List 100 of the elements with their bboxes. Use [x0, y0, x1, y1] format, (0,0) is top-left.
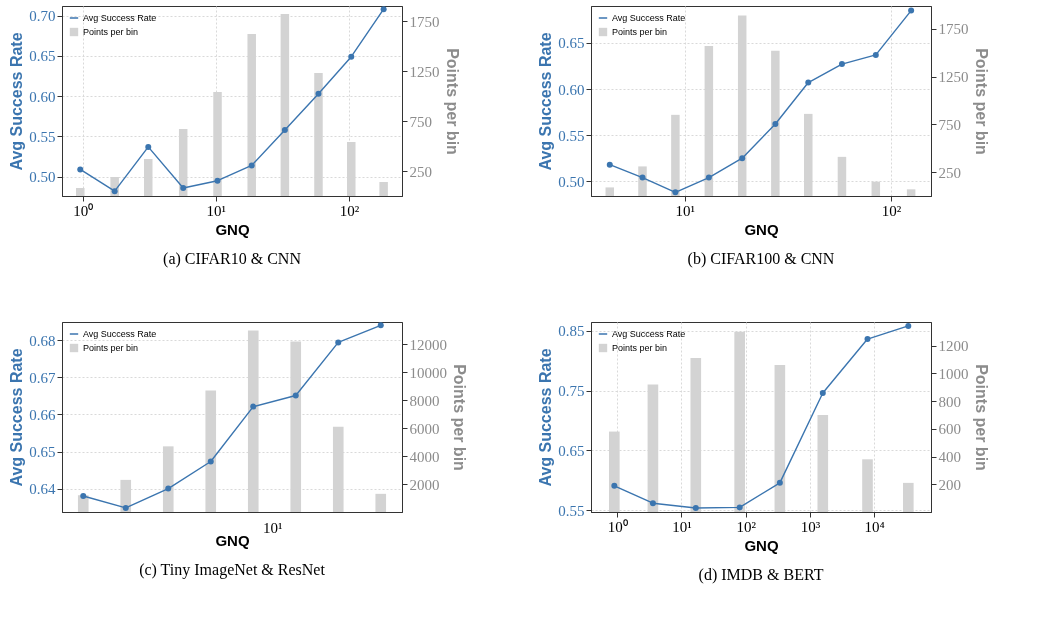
x-tick-label: 10¹	[206, 202, 227, 219]
x-tick-label: 10⁰	[73, 202, 94, 219]
point	[180, 184, 187, 191]
point	[122, 504, 129, 511]
point	[905, 322, 912, 329]
point	[77, 166, 84, 173]
y2-tick-label: 1250	[938, 69, 969, 86]
point	[248, 162, 255, 169]
point	[776, 479, 783, 486]
point	[292, 392, 299, 399]
point	[772, 121, 779, 128]
y2-tick-label: 600	[938, 421, 961, 438]
legend-label: Points per bin	[83, 27, 139, 37]
y2-tick-label: 250	[409, 163, 432, 180]
y2-tick-label: 250	[938, 164, 961, 181]
point	[672, 189, 679, 196]
text: (c) Tiny ImageNet & ResNet	[139, 561, 326, 579]
point	[348, 53, 355, 60]
bar	[647, 384, 659, 512]
text: (a) CIFAR10 & CNN	[163, 250, 302, 268]
point	[377, 322, 384, 329]
y2-tick-label: 1000	[938, 365, 969, 382]
point	[736, 504, 743, 511]
y-axis-title: Avg Success Rate	[8, 32, 26, 171]
y-tick-label: 0.67	[29, 369, 56, 386]
y2-axis-title: Points per bin	[451, 364, 468, 471]
y2-tick-label: 750	[938, 116, 961, 133]
point	[705, 174, 712, 181]
x-tick-label: 10²	[881, 202, 902, 219]
point	[649, 500, 656, 507]
point	[214, 177, 221, 184]
legend-label: Avg Success Rate	[83, 329, 157, 339]
point	[606, 161, 613, 168]
x-tick-label: 10¹	[675, 202, 695, 219]
y2-tick-label: 1200	[938, 338, 969, 355]
y-tick-label: 0.65	[558, 35, 585, 52]
y2-tick-label: 8000	[409, 392, 440, 409]
y2-tick-label: 1750	[409, 13, 440, 30]
point	[315, 90, 322, 97]
legend-label: Points per bin	[612, 343, 668, 353]
bar	[605, 187, 615, 196]
y-tick-label: 0.50	[558, 173, 585, 190]
y2-axis-title: Points per bin	[972, 48, 990, 155]
y2-tick-label: 10000	[409, 364, 447, 381]
y-tick-label: 0.85	[558, 323, 585, 340]
y-tick-label: 0.55	[558, 127, 585, 144]
y-tick-label: 0.55	[29, 128, 56, 145]
y-axis-title: Avg Success Rate	[537, 348, 555, 487]
point	[145, 143, 152, 150]
y2-tick-label: 400	[938, 449, 961, 466]
y-tick-label: 0.50	[29, 169, 56, 186]
y2-tick-label: 750	[409, 113, 432, 130]
x-tick-label: 10²	[339, 202, 360, 219]
y2-tick-label: 4000	[409, 448, 440, 465]
point	[838, 61, 845, 68]
point	[165, 485, 172, 492]
x-tick-label: 10⁴	[864, 518, 885, 535]
y2-tick-label: 1250	[409, 63, 440, 80]
y2-tick-label: 12000	[409, 336, 447, 353]
text: (b) CIFAR100 & CNN	[687, 250, 835, 268]
legend-label: Avg Success Rate	[612, 13, 686, 23]
y-tick-label: 0.60	[29, 88, 56, 105]
text: (d) IMDB & BERT	[698, 566, 824, 584]
x-axis-title: GNQ	[744, 220, 779, 238]
point	[864, 336, 871, 343]
y-axis-title: Avg Success Rate	[8, 348, 26, 487]
y-tick-label: 0.75	[558, 383, 585, 400]
y2-tick-label: 2000	[409, 476, 440, 493]
y2-axis-title: Points per bin	[443, 48, 461, 155]
legend-label: Points per bin	[83, 343, 139, 353]
y2-tick-label: 200	[938, 476, 961, 493]
point	[872, 51, 879, 58]
y-tick-label: 0.70	[29, 8, 56, 25]
y2-axis-title: Points per bin	[972, 364, 990, 471]
x-tick-label: 10³	[800, 518, 821, 535]
x-tick-label: 10²	[736, 518, 757, 535]
x-tick-label: 10⁰	[607, 518, 628, 535]
y2-tick-label: 800	[938, 393, 961, 410]
x-axis-title: GNQ	[744, 536, 779, 554]
y-tick-label: 0.64	[29, 481, 56, 498]
point	[805, 79, 812, 86]
point	[692, 504, 699, 511]
y-tick-label: 0.55	[558, 502, 585, 519]
y-tick-label: 0.66	[29, 406, 56, 423]
point	[80, 493, 87, 500]
y-axis-title: Avg Success Rate	[537, 32, 555, 171]
bar	[375, 493, 387, 512]
y-tick-label: 0.68	[29, 332, 56, 349]
point	[335, 339, 342, 346]
point	[207, 458, 214, 465]
y-tick-label: 0.65	[29, 48, 56, 65]
point	[250, 403, 257, 410]
legend-label: Avg Success Rate	[83, 13, 157, 23]
y-tick-label: 0.65	[558, 442, 585, 459]
legend-label: Points per bin	[612, 27, 668, 37]
point	[739, 155, 746, 162]
point	[281, 126, 288, 133]
point	[639, 174, 646, 181]
y-tick-label: 0.60	[558, 81, 585, 98]
point	[819, 389, 826, 396]
